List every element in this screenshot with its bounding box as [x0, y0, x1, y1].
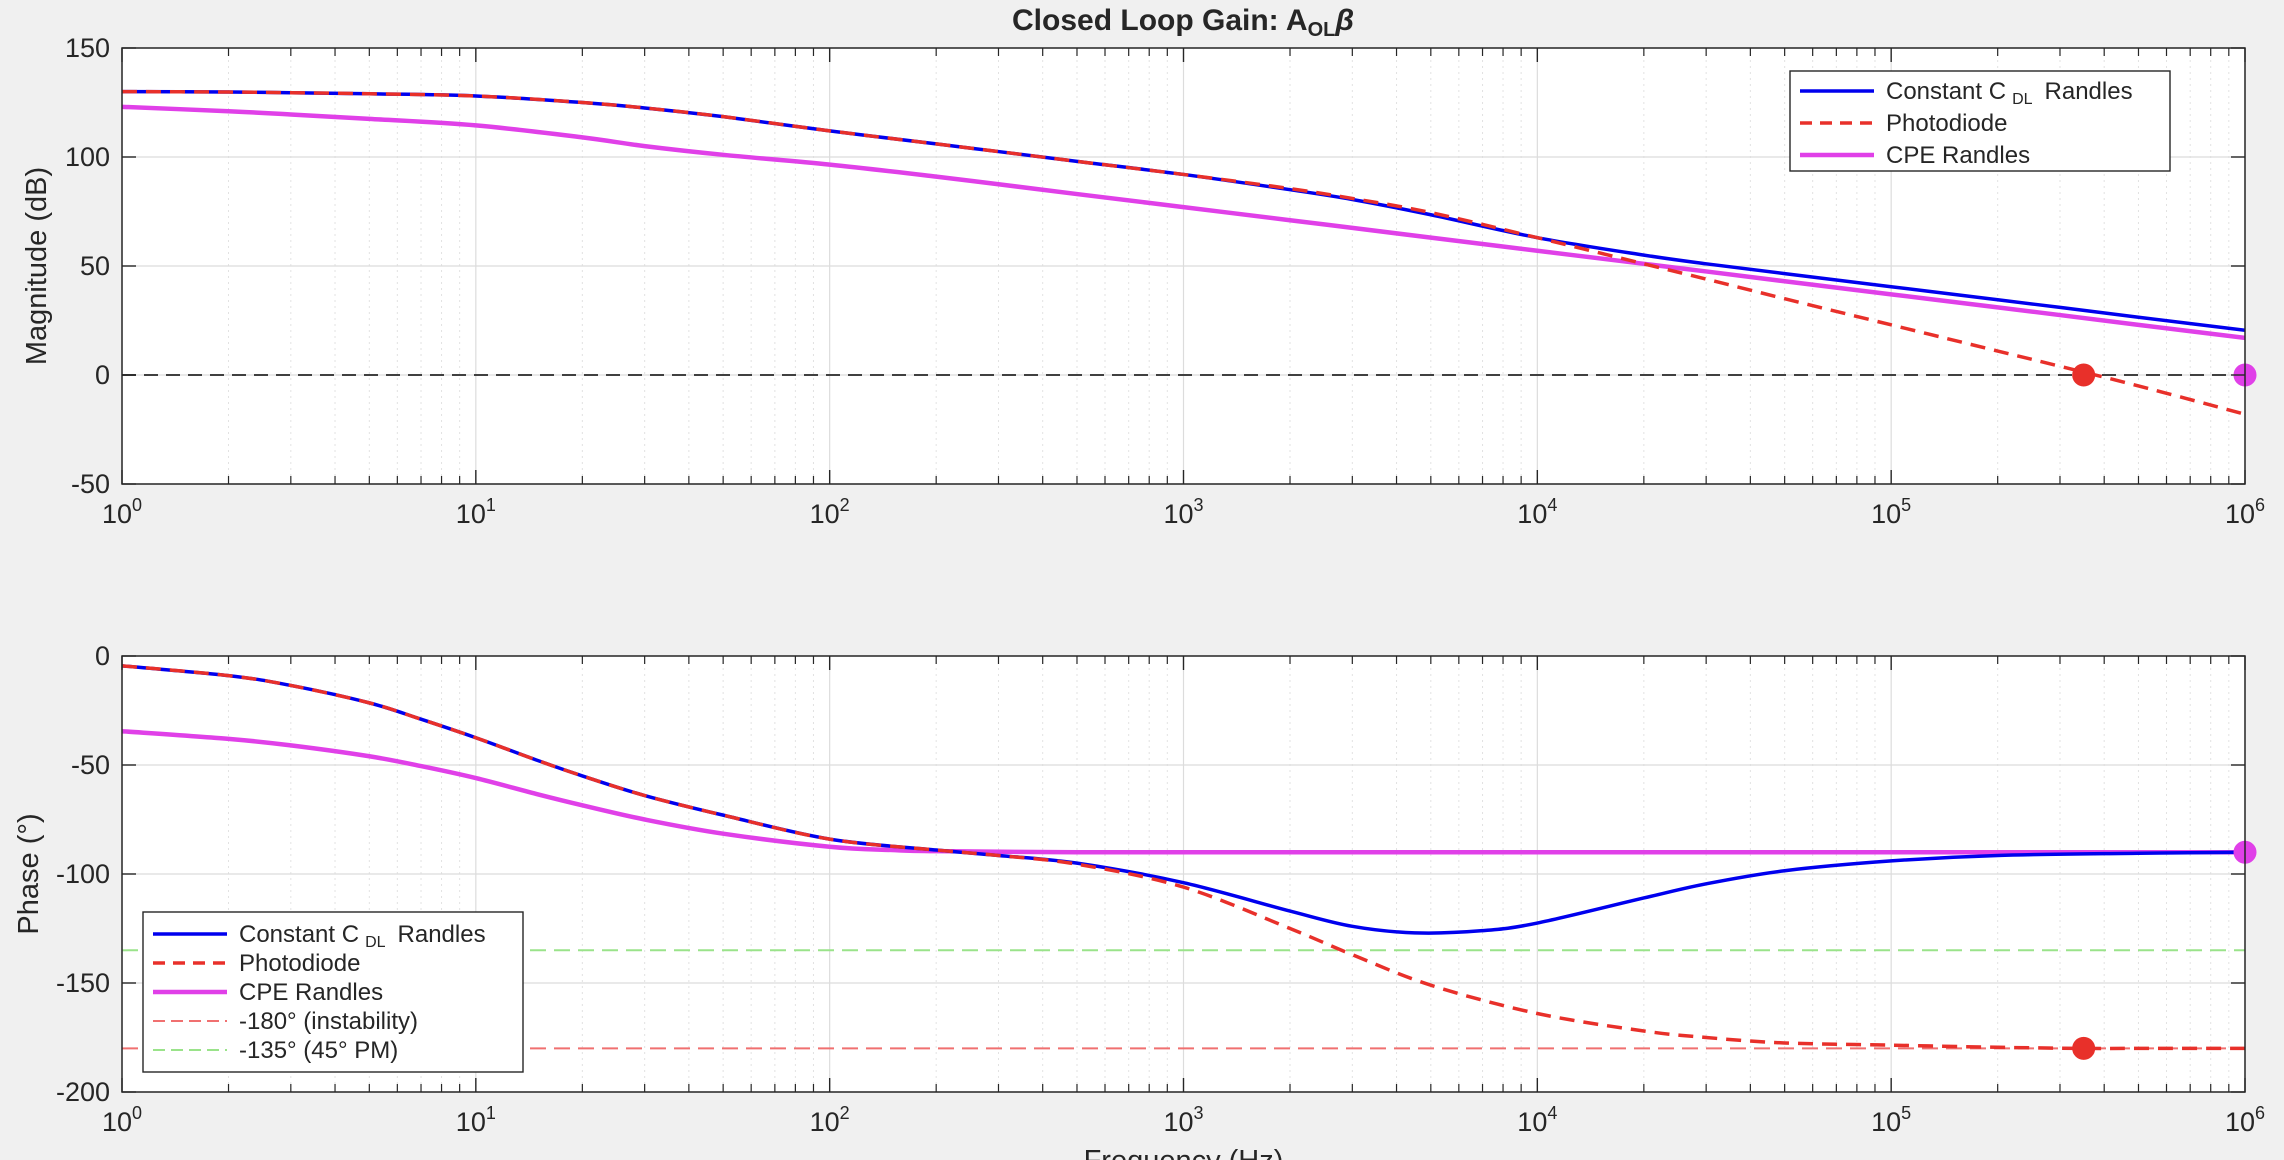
ticks: [121, 655, 2246, 1093]
x-tick-base: 10: [1871, 499, 1901, 529]
series-group: [122, 89, 2245, 416]
ticks: [121, 47, 2246, 485]
series-line-cpe-randles: [122, 728, 2245, 855]
x-tick-exponent: 2: [840, 495, 850, 515]
x-tick-label: 102: [810, 1103, 850, 1137]
legend-entry-tail: Randles: [398, 921, 486, 948]
series-group: [122, 664, 2245, 1051]
x-tick-label: 105: [1871, 495, 1911, 529]
legend-entry-name: Photodiode: [1886, 110, 2007, 137]
x-tick-exponent: 2: [840, 1103, 850, 1123]
legend-entry: Constant C DL Randles: [1886, 78, 2133, 108]
y-tick-label: 0: [95, 641, 110, 671]
legend-entry-tail: Randles: [2045, 78, 2133, 105]
x-tick-base: 10: [810, 499, 840, 529]
x-tick-label: 101: [456, 1103, 496, 1137]
x-tick-label: 100: [102, 1103, 142, 1137]
y-tick-label: 150: [65, 33, 110, 63]
y-tick-label: -100: [56, 859, 110, 889]
x-tick-label: 103: [1163, 495, 1203, 529]
x-tick-base: 10: [456, 499, 486, 529]
x-tick-exponent: 1: [486, 1103, 496, 1123]
x-tick-base: 10: [2225, 1107, 2255, 1137]
y-axis-label: Magnitude (dB): [21, 167, 53, 365]
y-tick-label: -50: [71, 750, 110, 780]
legend-entry-name: -180° (instability): [239, 1008, 418, 1035]
x-tick-exponent: 4: [1547, 495, 1557, 515]
y-tick-label: 0: [95, 360, 110, 390]
x-tick-label: 101: [456, 495, 496, 529]
axes-phase: 100 101 102 103 104 105 106-200-150-100-500Pha…: [13, 641, 2265, 1160]
y-tick-label: -150: [56, 968, 110, 998]
x-tick-base: 10: [102, 499, 132, 529]
y-tick-label: 50: [80, 251, 110, 281]
title-subscript: OL: [1308, 19, 1336, 41]
title-text: Closed Loop Gain: A: [1012, 4, 1308, 37]
x-tick-exponent: 3: [1194, 1103, 1204, 1123]
crossover-marker: [2072, 363, 2096, 387]
title-tail: β: [1334, 4, 1354, 37]
x-tick-exponent: 1: [486, 495, 496, 515]
x-tick-exponent: 3: [1194, 495, 1204, 515]
legend-entry-subscript: DL: [365, 934, 386, 951]
x-tick-base: 10: [1517, 499, 1547, 529]
legend-entry: Photodiode: [239, 950, 360, 977]
x-tick-exponent: 0: [132, 1103, 142, 1123]
y-tick-label: -200: [56, 1077, 110, 1107]
x-tick-label: 102: [810, 495, 850, 529]
x-tick-label: 104: [1517, 1103, 1557, 1137]
x-tick-label: 103: [1163, 1103, 1203, 1137]
series-line-cpe-randles: [122, 104, 2245, 341]
series-line-photodiode: [122, 664, 2245, 1051]
x-tick-exponent: 5: [1901, 495, 1911, 515]
legend-entry-subscript: DL: [2012, 91, 2033, 108]
x-tick-base: 10: [810, 1107, 840, 1137]
x-tick-base: 10: [2225, 499, 2255, 529]
x-tick-label: 106: [2225, 1103, 2265, 1137]
x-axis-label: Frequency (Hz): [1084, 1145, 1284, 1160]
x-tick-base: 10: [456, 1107, 486, 1137]
x-tick-base: 10: [1517, 1107, 1547, 1137]
x-tick-base: 10: [1871, 1107, 1901, 1137]
x-tick-exponent: 5: [1901, 1103, 1911, 1123]
legend: Constant C DL Randles Photodiode CPE Randles: [1789, 70, 2171, 172]
legend-entry: -180° (instability): [239, 1008, 418, 1035]
legend-entry: -135° (45° PM): [239, 1037, 398, 1064]
y-tick-label: -50: [71, 469, 110, 499]
legend-entry-name: -135° (45° PM): [239, 1037, 398, 1064]
x-tick-label: 105: [1871, 1103, 1911, 1137]
x-tick-label: 100: [102, 495, 142, 529]
legend-entry: Photodiode: [1886, 110, 2007, 137]
x-tick-exponent: 6: [2255, 1103, 2265, 1123]
legend-entry-name: Photodiode: [239, 950, 360, 977]
y-tick-label: 100: [65, 142, 110, 172]
x-tick-exponent: 4: [1547, 1103, 1557, 1123]
axes-magnitude: 100 101 102 103 104 105 106-50050100150Magnitu…: [21, 4, 2265, 529]
x-tick-exponent: 0: [132, 495, 142, 515]
series-line-photodiode: [122, 89, 2245, 416]
x-tick-label: 106: [2225, 495, 2265, 529]
legend-entry: Constant C DL Randles: [239, 921, 486, 951]
legend-entry-name: CPE Randles: [239, 979, 383, 1006]
y-axis-label: Phase (°): [13, 813, 45, 934]
legend-entry-name: CPE Randles: [1886, 142, 2030, 169]
legend-entry-name: Constant C: [1886, 78, 2006, 105]
legend-entry-name: Constant C: [239, 921, 359, 948]
legend-entry: CPE Randles: [1886, 142, 2030, 169]
x-tick-label: 104: [1517, 495, 1557, 529]
x-tick-base: 10: [1163, 1107, 1193, 1137]
x-tick-base: 10: [1163, 499, 1193, 529]
legend-entry: CPE Randles: [239, 979, 383, 1006]
x-tick-base: 10: [102, 1107, 132, 1137]
x-tick-exponent: 6: [2255, 495, 2265, 515]
chart-title: Closed Loop Gain: AOLβ: [1012, 4, 1354, 41]
crossover-marker: [2072, 1036, 2096, 1060]
